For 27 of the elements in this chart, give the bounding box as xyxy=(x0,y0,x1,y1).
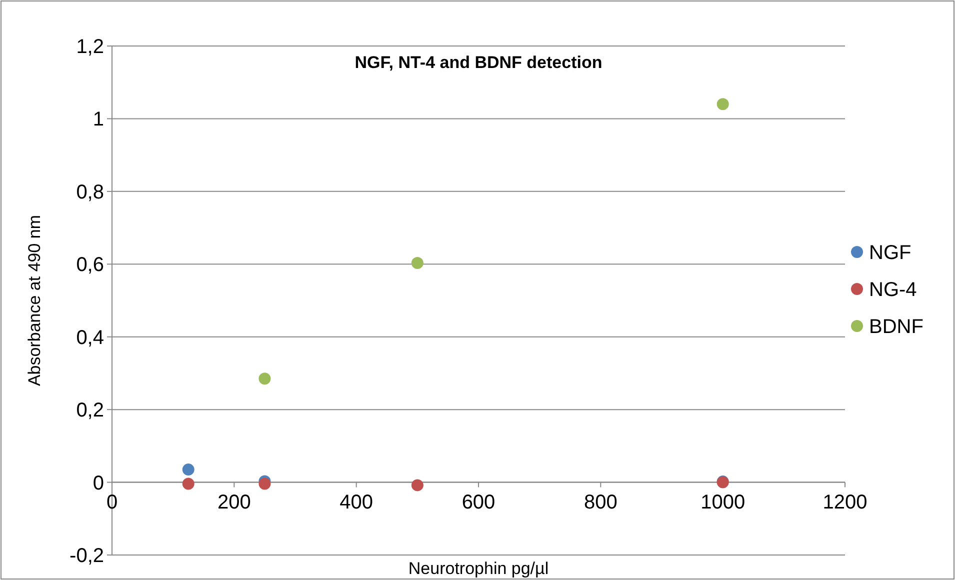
point xyxy=(258,478,271,490)
x-axis-title: Neurotrophin pg/µl xyxy=(408,559,549,578)
y-tick-label: 0,8 xyxy=(76,181,104,204)
legend-label: BDNF xyxy=(869,316,924,338)
chart-title: NGF, NT-4 and BDNF detection xyxy=(354,53,602,72)
x-tick-label: 1200 xyxy=(822,491,868,514)
y-tick-label: 1,2 xyxy=(76,36,104,58)
y-axis-title: Absorbance at 490 nm xyxy=(25,214,44,386)
legend-label: NGF xyxy=(869,242,912,264)
x-tick-label: 600 xyxy=(462,491,496,514)
point xyxy=(716,98,729,110)
y-tick-label: 0,2 xyxy=(76,400,104,422)
y-tick-label: 0 xyxy=(92,472,104,494)
y-tick-label: 1 xyxy=(92,108,104,131)
point xyxy=(411,257,424,270)
x-tick-label: 1000 xyxy=(700,491,746,514)
y-tick-label: 0,6 xyxy=(76,254,104,276)
legend-label: NG-4 xyxy=(869,279,917,301)
point xyxy=(411,479,424,492)
y-tick-label: 0,4 xyxy=(76,326,104,349)
point xyxy=(182,478,194,490)
x-tick-label: 200 xyxy=(217,491,251,514)
x-tick-label: 400 xyxy=(340,491,374,514)
x-tick-label: 800 xyxy=(584,491,618,514)
y-tick-label: -0,2 xyxy=(70,545,104,567)
point xyxy=(182,464,194,476)
point xyxy=(258,372,271,385)
